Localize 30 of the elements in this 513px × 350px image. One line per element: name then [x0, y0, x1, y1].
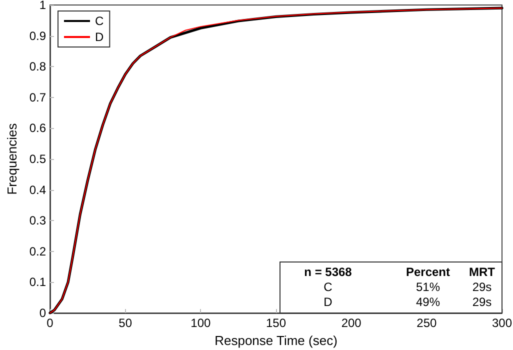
annotation: 29s: [472, 280, 492, 294]
y-axis-title: Frequencies: [4, 122, 20, 195]
y-tick-label: 0.8: [29, 60, 46, 74]
annotation: 49%: [416, 295, 440, 309]
y-tick-label: 0.4: [29, 182, 46, 197]
x-tick-label: 150: [266, 316, 286, 330]
annotation: 51%: [416, 280, 440, 294]
x-tick-label: 100: [190, 316, 211, 330]
x-tick-label: 300: [492, 316, 512, 330]
legend-label: C: [95, 14, 104, 28]
y-tick-label: 0.5: [29, 152, 46, 166]
legend-label: D: [95, 30, 104, 44]
annotation: n = 5368: [304, 265, 352, 279]
annotation: Percent: [406, 265, 450, 279]
x-axis-title: Response Time (sec): [214, 332, 338, 348]
annotation: 29s: [472, 295, 492, 309]
y-tick-label: 1: [39, 0, 46, 12]
y-tick-label: 0: [39, 306, 46, 320]
y-tick-label: 0.9: [29, 28, 46, 43]
y-tick-label: 0.2: [29, 244, 46, 258]
x-tick-label: 250: [416, 316, 437, 330]
x-tick-label: 50: [118, 316, 132, 330]
y-tick-label: 0.3: [29, 214, 46, 228]
y-tick-label: 0.7: [29, 90, 46, 104]
annotation: D: [324, 295, 333, 309]
annotation: MRT: [469, 265, 496, 279]
y-tick-label: 0.6: [29, 121, 46, 136]
x-tick-label: 200: [341, 316, 362, 330]
y-tick-label: 0.1: [29, 275, 46, 290]
annotation: C: [324, 280, 333, 294]
